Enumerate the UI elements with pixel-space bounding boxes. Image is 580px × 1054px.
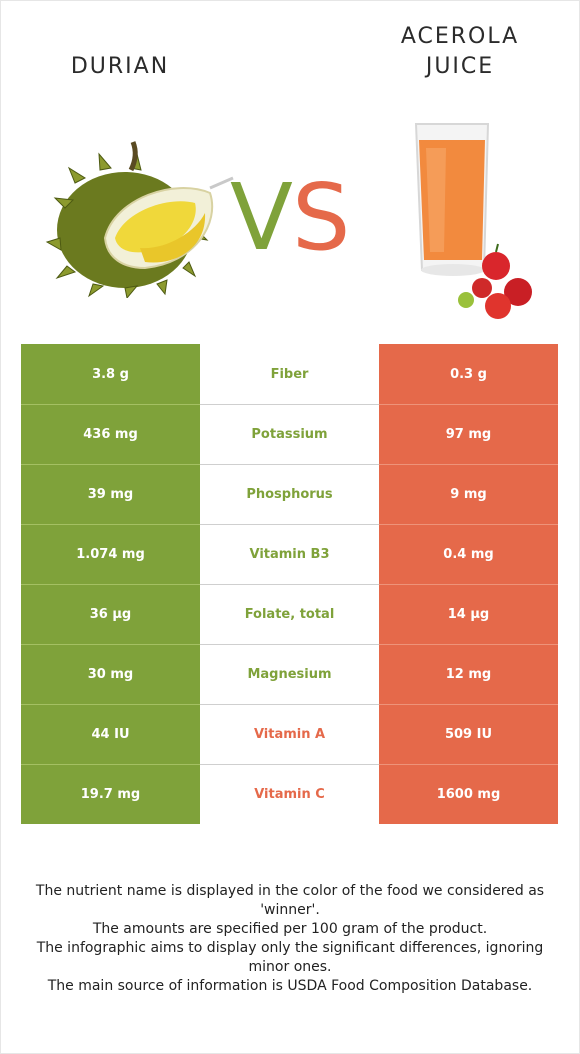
right-value-cell: 0.4 mg <box>379 524 558 584</box>
acerola-juice-image <box>414 123 532 319</box>
left-value-cell: 30 mg <box>21 644 200 704</box>
nutrient-name-cell: Vitamin C <box>200 764 379 824</box>
vs-letter-s: S <box>292 165 350 265</box>
left-value-cell: 36 µg <box>21 584 200 644</box>
food-title-right: ACEROLA JUICE <box>360 22 560 82</box>
table-row: 30 mg Magnesium 12 mg <box>21 644 558 704</box>
acerola-fruits <box>458 243 532 319</box>
vs-letter-v: V <box>230 165 293 265</box>
table-row: 3.8 g Fiber 0.3 g <box>21 344 558 404</box>
table-row: 19.7 mg Vitamin C 1600 mg <box>21 764 558 824</box>
right-value-cell: 97 mg <box>379 404 558 464</box>
nutrient-name-cell: Phosphorus <box>200 464 379 524</box>
footer-note: The infographic aims to display only the… <box>36 940 544 975</box>
right-value-cell: 509 IU <box>379 704 558 764</box>
food-title-right-line: ACEROLA <box>400 24 520 49</box>
right-value-cell: 1600 mg <box>379 764 558 824</box>
food-title-right-line: JUICE <box>425 54 495 79</box>
left-value-cell: 39 mg <box>21 464 200 524</box>
left-value-cell: 19.7 mg <box>21 764 200 824</box>
left-value-cell: 1.074 mg <box>21 524 200 584</box>
nutrient-name-cell: Magnesium <box>200 644 379 704</box>
table-row: 436 mg Potassium 97 mg <box>21 404 558 464</box>
nutrient-name-cell: Potassium <box>200 404 379 464</box>
right-value-cell: 9 mg <box>379 464 558 524</box>
right-value-cell: 0.3 g <box>379 344 558 404</box>
table-row: 39 mg Phosphorus 9 mg <box>21 464 558 524</box>
footer-note: The main source of information is USDA F… <box>47 978 533 994</box>
footer-notes: The nutrient name is displayed in the co… <box>20 882 560 996</box>
table-row: 1.074 mg Vitamin B3 0.4 mg <box>21 524 558 584</box>
table-row: 44 IU Vitamin A 509 IU <box>21 704 558 764</box>
left-value-cell: 44 IU <box>21 704 200 764</box>
right-value-cell: 14 µg <box>379 584 558 644</box>
footer-note: The nutrient name is displayed in the co… <box>35 883 545 918</box>
food-title-left: DURIAN <box>20 52 220 82</box>
food-title-left-line: DURIAN <box>70 54 170 79</box>
left-value-cell: 436 mg <box>21 404 200 464</box>
comparison-table: 3.8 g Fiber 0.3 g 436 mg Potassium 97 mg 39 mg… <box>21 344 558 824</box>
nutrient-name-cell: Vitamin B3 <box>200 524 379 584</box>
vs-label: V S <box>230 165 350 265</box>
nutrient-name-cell: Vitamin A <box>200 704 379 764</box>
footer-note: The amounts are specified per 100 gram o… <box>92 921 488 937</box>
nutrient-name-cell: Folate, total <box>200 584 379 644</box>
durian-flesh <box>103 176 234 270</box>
nutrient-name-cell: Fiber <box>200 344 379 404</box>
left-value-cell: 3.8 g <box>21 344 200 404</box>
durian-image <box>45 141 234 298</box>
table-row: 36 µg Folate, total 14 µg <box>21 584 558 644</box>
right-value-cell: 12 mg <box>379 644 558 704</box>
juice-glass <box>414 123 490 276</box>
